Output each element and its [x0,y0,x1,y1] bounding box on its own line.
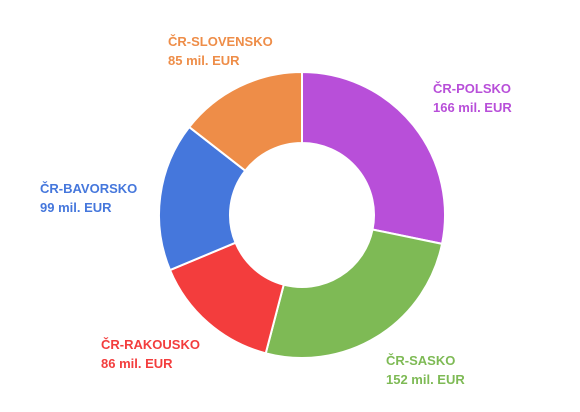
slice--r-bavorsko[interactable] [158,125,247,272]
slice-label-value: 85 mil. EUR [168,53,240,68]
slice-label-name: ČR-BAVORSKO [40,181,137,196]
slice-label-name: ČR-RAKOUSKO [101,337,200,352]
slice--r-slovensko[interactable] [187,70,303,173]
slice-label-value: 166 mil. EUR [433,100,512,115]
slice-label-name: ČR-POLSKO [433,81,511,96]
slice-label-name: ČR-SASKO [386,353,455,368]
labels-group: ČR-POLSKO 166 mil. EUR ČR-SASKO 152 mil. EU… [40,34,512,387]
slice--r-sasko[interactable] [264,228,444,359]
slice-label-value: 99 mil. EUR [40,200,112,215]
slices-group [158,70,446,359]
slice-label-name: ČR-SLOVENSKO [168,34,273,49]
slice-label-value: 86 mil. EUR [101,356,173,371]
slice--r-polsko[interactable] [301,70,446,246]
slice-label-value: 152 mil. EUR [386,372,465,387]
